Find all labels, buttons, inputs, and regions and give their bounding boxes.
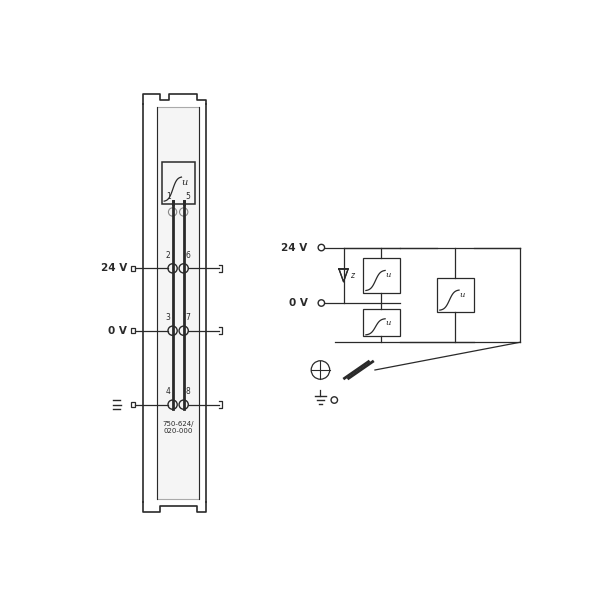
Text: 3: 3 bbox=[166, 313, 171, 322]
Text: 4: 4 bbox=[166, 388, 171, 397]
Bar bbox=[363, 309, 400, 337]
Bar bbox=[437, 278, 474, 312]
Text: 750-624/
020-000: 750-624/ 020-000 bbox=[163, 421, 194, 434]
Bar bbox=[131, 328, 135, 333]
Bar bbox=[157, 107, 199, 499]
Text: z: z bbox=[350, 271, 355, 280]
Text: u: u bbox=[460, 291, 464, 299]
Text: 8: 8 bbox=[185, 388, 190, 397]
Bar bbox=[131, 266, 135, 271]
Text: 2: 2 bbox=[166, 251, 171, 260]
Bar bbox=[363, 258, 400, 293]
Text: u: u bbox=[385, 319, 391, 326]
Bar bbox=[131, 403, 135, 407]
Text: u: u bbox=[181, 178, 187, 187]
Text: u: u bbox=[385, 271, 391, 279]
Text: 1: 1 bbox=[166, 193, 171, 202]
Text: 6: 6 bbox=[185, 251, 190, 260]
Polygon shape bbox=[339, 269, 348, 282]
Text: 7: 7 bbox=[185, 313, 190, 322]
Text: 5: 5 bbox=[185, 193, 190, 202]
Text: 0 V: 0 V bbox=[289, 298, 308, 308]
Bar bbox=[161, 162, 195, 203]
Text: 24 V: 24 V bbox=[281, 242, 308, 253]
Text: 24 V: 24 V bbox=[101, 263, 127, 274]
Text: 0 V: 0 V bbox=[109, 326, 127, 336]
